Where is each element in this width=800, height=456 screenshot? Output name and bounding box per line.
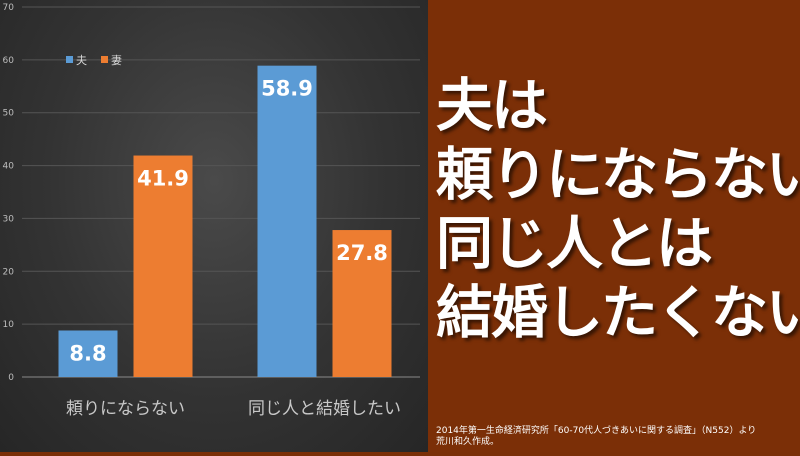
data-label: 27.8 bbox=[336, 241, 388, 265]
source-line-2: 荒川和久作成。 bbox=[436, 437, 500, 447]
bar-chart: 0 10 20 30 40 50 60 70 8.8 41.9 頼りにならない 58.9 27.8 同じ人… bbox=[3, 3, 420, 419]
headline-line-2: 頼りにならない bbox=[436, 142, 800, 208]
y-tick-label: 50 bbox=[3, 109, 15, 119]
y-tick-label: 40 bbox=[3, 162, 15, 172]
chart-panel: 0 10 20 30 40 50 60 70 8.8 41.9 頼りにならない 58.9 27.8 同じ人… bbox=[0, 0, 428, 452]
legend-label: 妻 bbox=[111, 54, 122, 67]
headline: 夫は 頼りにならない 同じ人とは 結婚したくない bbox=[436, 72, 800, 348]
y-tick-label: 60 bbox=[3, 56, 15, 66]
data-label: 8.8 bbox=[69, 341, 106, 365]
headline-panel: 夫は 頼りにならない 同じ人とは 結婚したくない 2014年第一生命経済研究所「… bbox=[428, 0, 800, 452]
y-tick-label: 70 bbox=[3, 3, 15, 13]
headline-line-1: 夫は bbox=[436, 73, 548, 139]
x-category-label: 頼りにならない bbox=[66, 399, 185, 419]
legend-swatch bbox=[101, 56, 108, 63]
bar bbox=[133, 155, 193, 377]
bar bbox=[332, 230, 392, 377]
y-tick-label: 30 bbox=[3, 214, 15, 224]
y-tick-label: 10 bbox=[3, 320, 15, 330]
source-note: 2014年第一生命経済研究所「60-70代人づきあいに関する調査」（N552）よ… bbox=[436, 426, 756, 448]
data-label: 41.9 bbox=[137, 167, 189, 191]
data-label: 58.9 bbox=[261, 77, 313, 101]
headline-line-4: 結婚したくない bbox=[436, 280, 800, 346]
bar bbox=[58, 330, 118, 377]
headline-line-3: 同じ人とは bbox=[436, 211, 713, 277]
bar bbox=[257, 65, 317, 378]
y-tick-label: 0 bbox=[8, 373, 14, 383]
source-line-1: 2014年第一生命経済研究所「60-70代人づきあいに関する調査」（N552）よ… bbox=[436, 426, 757, 436]
legend-label: 夫 bbox=[76, 54, 87, 67]
y-tick-label: 20 bbox=[3, 267, 15, 277]
x-category-label: 同じ人と結婚したい bbox=[248, 399, 401, 419]
legend-swatch bbox=[66, 56, 73, 63]
